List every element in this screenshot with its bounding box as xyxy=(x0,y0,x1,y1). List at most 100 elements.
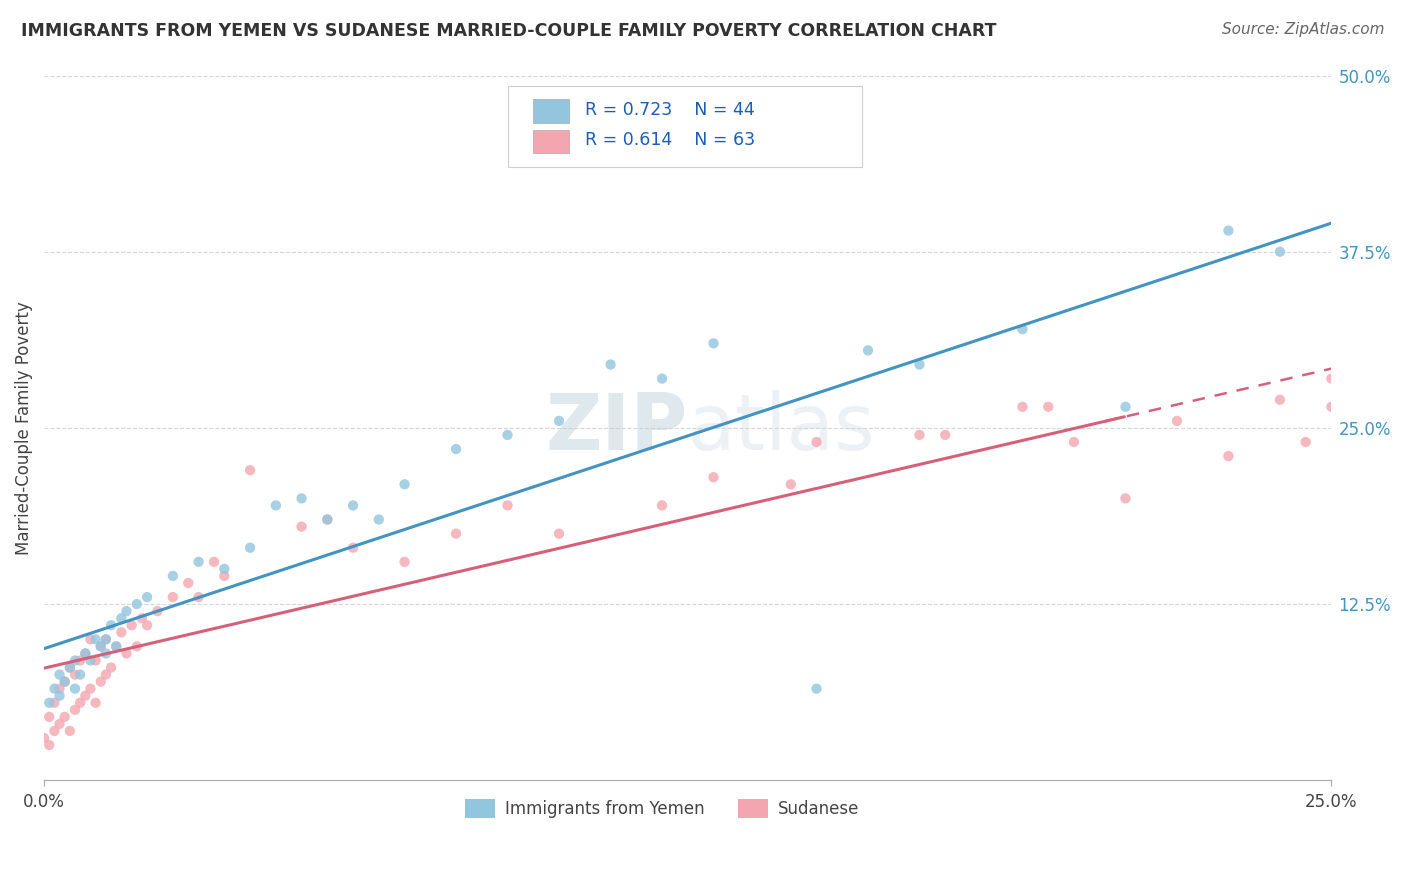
Point xyxy=(1218,449,1240,463)
Point xyxy=(121,618,143,632)
Point xyxy=(1320,400,1343,414)
Point xyxy=(239,463,262,477)
Point xyxy=(48,667,70,681)
Point xyxy=(136,590,159,604)
Point xyxy=(548,414,571,428)
Legend: Immigrants from Yemen, Sudanese: Immigrants from Yemen, Sudanese xyxy=(458,792,866,825)
Point xyxy=(59,660,82,674)
Point xyxy=(44,696,66,710)
Point xyxy=(125,597,148,611)
Point xyxy=(856,343,879,358)
Point xyxy=(69,653,91,667)
Point xyxy=(115,647,138,661)
Point xyxy=(1268,244,1291,259)
Point xyxy=(44,681,66,696)
Point xyxy=(59,660,82,674)
Point xyxy=(599,358,621,372)
Point xyxy=(90,674,112,689)
Point xyxy=(1114,491,1136,506)
Point xyxy=(84,696,107,710)
Point xyxy=(48,681,70,696)
Point xyxy=(444,526,467,541)
Point xyxy=(63,703,86,717)
Point xyxy=(444,442,467,456)
Point xyxy=(94,632,117,647)
Point xyxy=(934,428,956,442)
Bar xyxy=(533,100,569,123)
Point xyxy=(115,604,138,618)
Point xyxy=(1038,400,1060,414)
Point xyxy=(110,611,132,625)
Point xyxy=(79,681,101,696)
Point xyxy=(59,723,82,738)
Point xyxy=(779,477,801,491)
Point xyxy=(239,541,262,555)
Point xyxy=(1320,371,1343,385)
Point xyxy=(162,569,184,583)
Point xyxy=(90,640,112,654)
Point xyxy=(187,555,209,569)
Point xyxy=(105,640,128,654)
Point xyxy=(94,667,117,681)
Point xyxy=(316,512,339,526)
Point xyxy=(496,428,519,442)
Text: R = 0.723    N = 44: R = 0.723 N = 44 xyxy=(585,101,755,119)
Point xyxy=(177,576,200,591)
Point xyxy=(79,632,101,647)
Point xyxy=(908,428,931,442)
Text: ZIP: ZIP xyxy=(546,390,688,466)
Point xyxy=(651,371,673,385)
Point xyxy=(105,640,128,654)
Point xyxy=(79,653,101,667)
Point xyxy=(75,689,97,703)
Point xyxy=(125,640,148,654)
Point xyxy=(290,519,312,533)
Text: IMMIGRANTS FROM YEMEN VS SUDANESE MARRIED-COUPLE FAMILY POVERTY CORRELATION CHAR: IMMIGRANTS FROM YEMEN VS SUDANESE MARRIE… xyxy=(21,22,997,40)
Point xyxy=(38,738,60,752)
Point xyxy=(806,681,828,696)
Point xyxy=(908,358,931,372)
Point xyxy=(1011,400,1033,414)
Point xyxy=(367,512,389,526)
Text: R = 0.614    N = 63: R = 0.614 N = 63 xyxy=(585,131,755,149)
Point xyxy=(63,653,86,667)
Point xyxy=(1063,435,1085,450)
Point xyxy=(342,541,364,555)
Point xyxy=(75,647,97,661)
Point xyxy=(84,632,107,647)
Point xyxy=(100,660,122,674)
Point xyxy=(548,526,571,541)
Point xyxy=(69,667,91,681)
Point xyxy=(290,491,312,506)
Point xyxy=(94,647,117,661)
Point xyxy=(75,647,97,661)
Point xyxy=(214,569,236,583)
Point xyxy=(316,512,339,526)
Point xyxy=(63,667,86,681)
Text: Source: ZipAtlas.com: Source: ZipAtlas.com xyxy=(1222,22,1385,37)
Point xyxy=(69,696,91,710)
Point xyxy=(187,590,209,604)
Point xyxy=(496,499,519,513)
Point xyxy=(48,717,70,731)
Point xyxy=(53,710,76,724)
Point xyxy=(702,336,724,351)
Point xyxy=(53,674,76,689)
FancyBboxPatch shape xyxy=(508,87,862,167)
Point xyxy=(806,435,828,450)
Y-axis label: Married-Couple Family Poverty: Married-Couple Family Poverty xyxy=(15,301,32,555)
Point xyxy=(131,611,153,625)
Point xyxy=(1166,414,1188,428)
Point xyxy=(264,499,287,513)
Point xyxy=(136,618,159,632)
Point xyxy=(63,681,86,696)
Point xyxy=(100,618,122,632)
Point xyxy=(84,653,107,667)
Point xyxy=(651,499,673,513)
Point xyxy=(38,696,60,710)
Point xyxy=(94,632,117,647)
Point xyxy=(44,723,66,738)
Point xyxy=(1268,392,1291,407)
Point xyxy=(110,625,132,640)
Point xyxy=(53,674,76,689)
